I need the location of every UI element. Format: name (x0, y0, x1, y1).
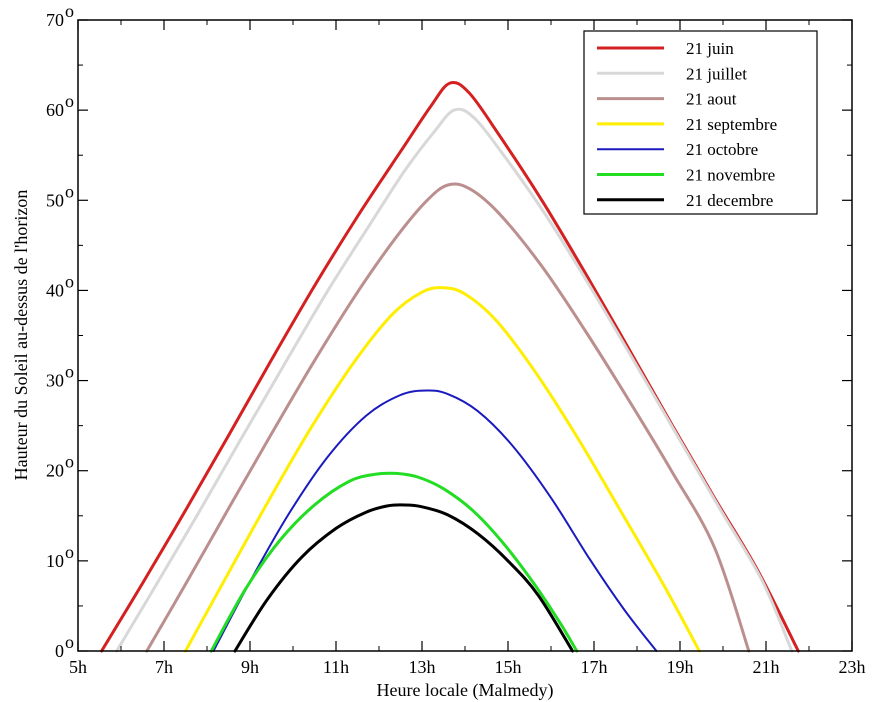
x-tick-label: 13h (409, 657, 436, 677)
y-tick-unit: o (65, 542, 74, 562)
y-tick-unit: o (65, 91, 74, 111)
series-line-2 (115, 107, 794, 653)
series-line-5 (212, 389, 658, 652)
x-tick-label: 15h (495, 657, 522, 677)
y-tick-label: 50 (46, 190, 64, 210)
x-axis-title: Heure locale (Malmedy) (377, 680, 554, 701)
y-tick-label: 0 (55, 641, 64, 661)
y-tick-label: 40 (46, 280, 64, 300)
x-tick-label: 5h (69, 657, 87, 677)
series-line-3 (145, 182, 751, 653)
y-tick-unit: o (65, 271, 74, 291)
y-tick-label: 30 (46, 371, 64, 391)
x-tick-label: 17h (581, 657, 608, 677)
y-tick-label: 70 (46, 10, 64, 30)
y-tick-label: 60 (46, 100, 64, 120)
y-tick-unit: o (65, 452, 74, 472)
series-line-6 (209, 471, 579, 653)
y-tick-label: 20 (46, 461, 64, 481)
x-tick-label: 21h (753, 657, 780, 677)
x-tick-label: 9h (241, 657, 259, 677)
y-tick-unit: o (65, 362, 74, 382)
legend-label: 21 octobre (686, 140, 758, 159)
y-axis: 0 o10 o20 o30 o40 o50 o60 o70 o (46, 1, 852, 661)
y-tick-unit: o (65, 632, 74, 652)
x-tick-label: 11h (323, 657, 349, 677)
legend-label: 21 septembre (686, 115, 777, 134)
x-tick-label: 7h (155, 657, 173, 677)
legend-label: 21 novembre (686, 166, 775, 185)
legend-label: 21 decembre (686, 191, 773, 210)
y-tick-label: 10 (46, 551, 64, 571)
legend-label: 21 juin (686, 39, 734, 58)
series-line-7 (233, 503, 574, 653)
series-line-4 (184, 286, 701, 653)
y-tick-unit: o (65, 1, 74, 21)
y-tick-unit: o (65, 181, 74, 201)
legend-label: 21 juillet (686, 64, 747, 83)
series-lines (100, 80, 800, 653)
y-axis-title: Hauteur du Soleil au-dessus de l'horizon (11, 190, 31, 481)
x-axis: 5h 7h 9h 11h 13h 15h 17h 19h 21h 23h (69, 20, 866, 677)
legend: 21 juin 21 juillet 21 aout 21 septembre 21 o… (583, 30, 818, 215)
x-tick-label: 23h (839, 657, 866, 677)
x-tick-label: 19h (667, 657, 694, 677)
legend-label: 21 aout (686, 90, 737, 109)
